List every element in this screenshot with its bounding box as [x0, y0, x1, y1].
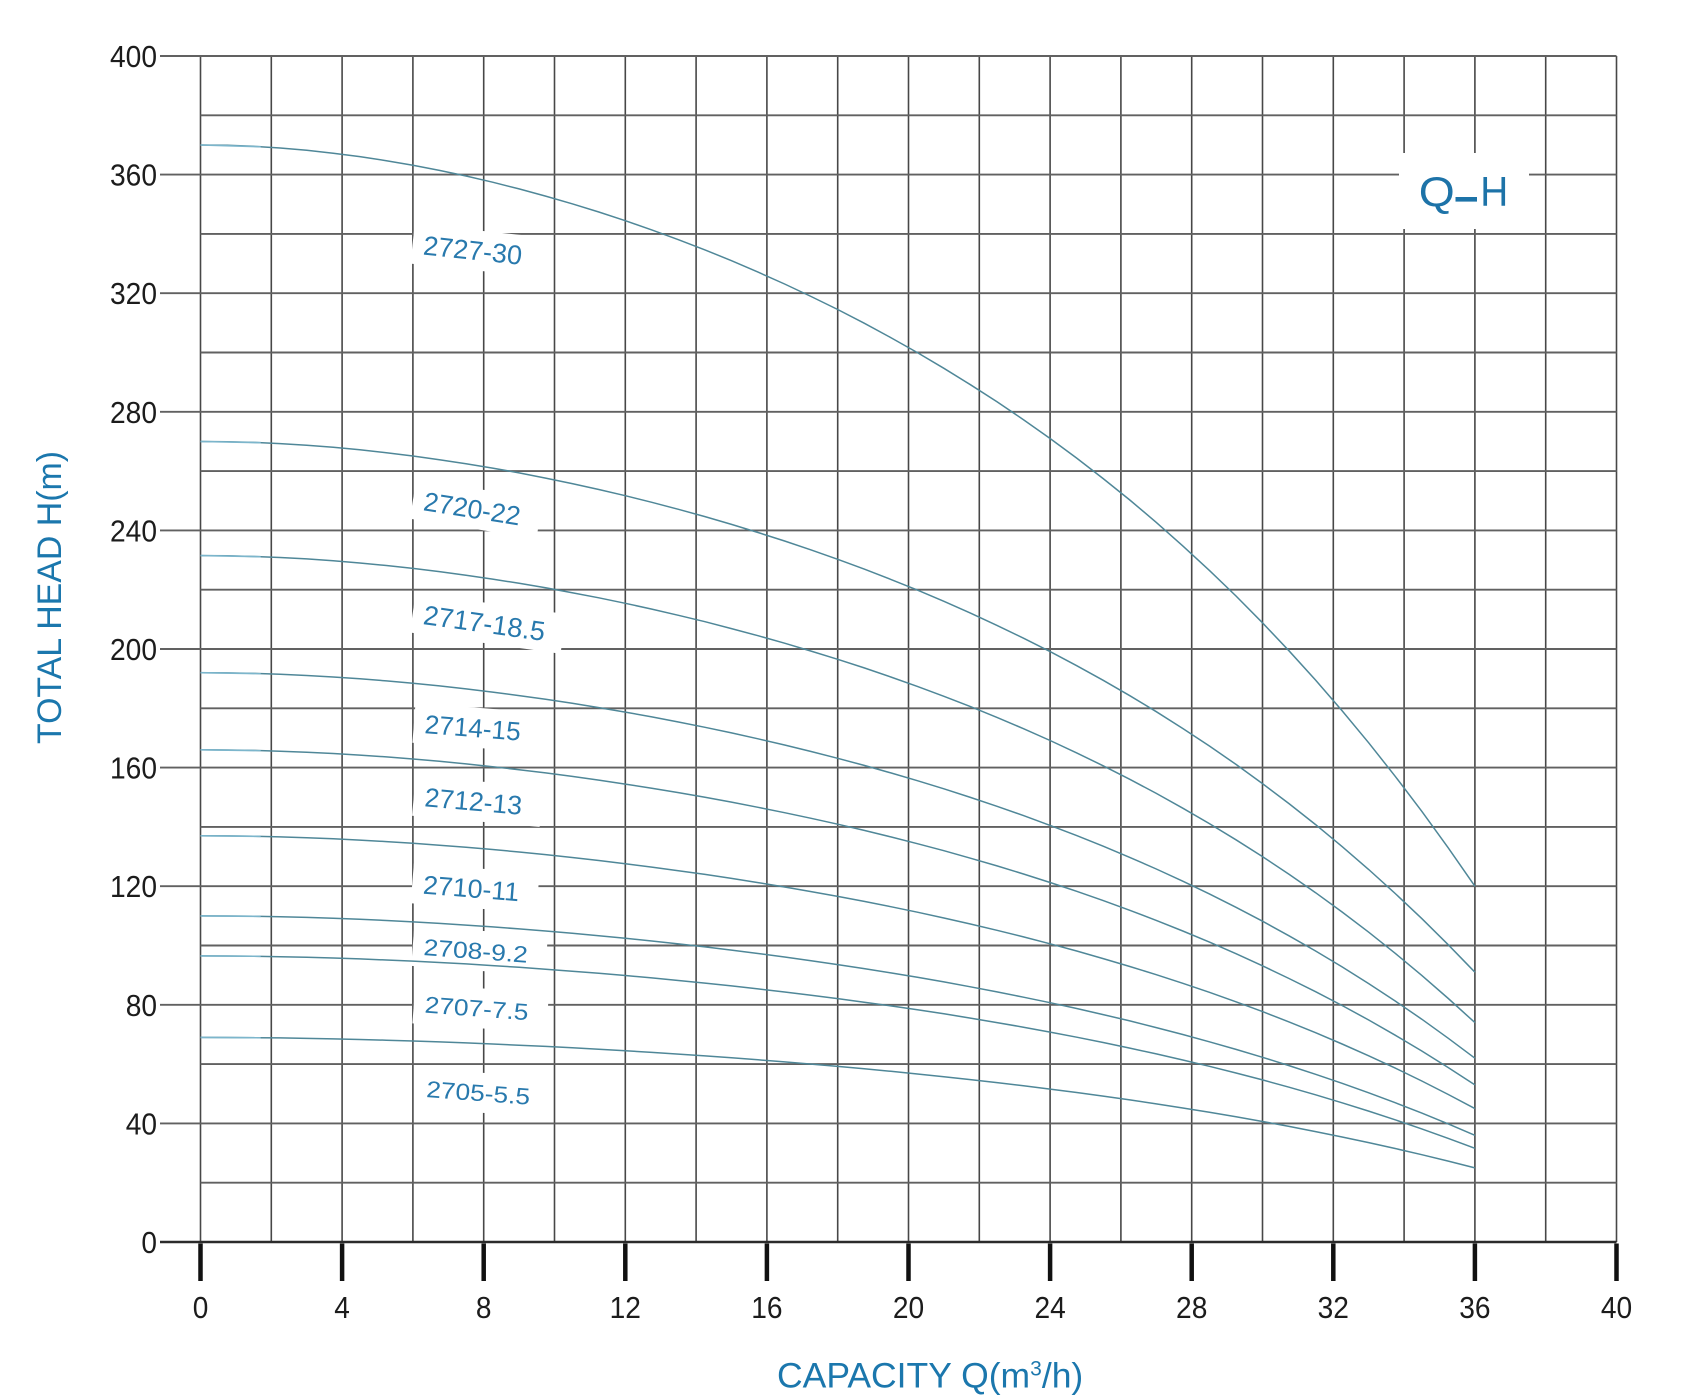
- svg-text:28: 28: [1176, 1290, 1207, 1325]
- svg-text:0: 0: [141, 1225, 157, 1260]
- svg-text:400: 400: [110, 39, 157, 74]
- svg-text:4: 4: [334, 1290, 350, 1325]
- svg-text:20: 20: [893, 1290, 924, 1325]
- svg-text:32: 32: [1318, 1290, 1349, 1325]
- svg-text:TOTAL HEAD H(m): TOTAL HEAD H(m): [31, 451, 69, 744]
- svg-text:120: 120: [110, 869, 157, 904]
- svg-text:CAPACITY Q(m3/h): CAPACITY Q(m3/h): [777, 1356, 1083, 1396]
- svg-text:280: 280: [110, 395, 157, 430]
- svg-text:200: 200: [110, 632, 157, 667]
- svg-text:H: H: [1480, 168, 1508, 215]
- svg-text:16: 16: [751, 1290, 782, 1325]
- svg-text:24: 24: [1034, 1290, 1065, 1325]
- svg-text:80: 80: [126, 988, 157, 1023]
- svg-text:40: 40: [126, 1106, 157, 1141]
- svg-text:360: 360: [110, 158, 157, 193]
- svg-text:12: 12: [610, 1290, 641, 1325]
- svg-text:0: 0: [193, 1290, 209, 1325]
- svg-text:8: 8: [476, 1290, 492, 1325]
- svg-text:Q: Q: [1419, 168, 1455, 215]
- svg-text:160: 160: [110, 751, 157, 786]
- svg-text:240: 240: [110, 513, 157, 548]
- svg-text:36: 36: [1459, 1290, 1490, 1325]
- svg-text:320: 320: [110, 276, 157, 311]
- svg-text:40: 40: [1601, 1290, 1632, 1325]
